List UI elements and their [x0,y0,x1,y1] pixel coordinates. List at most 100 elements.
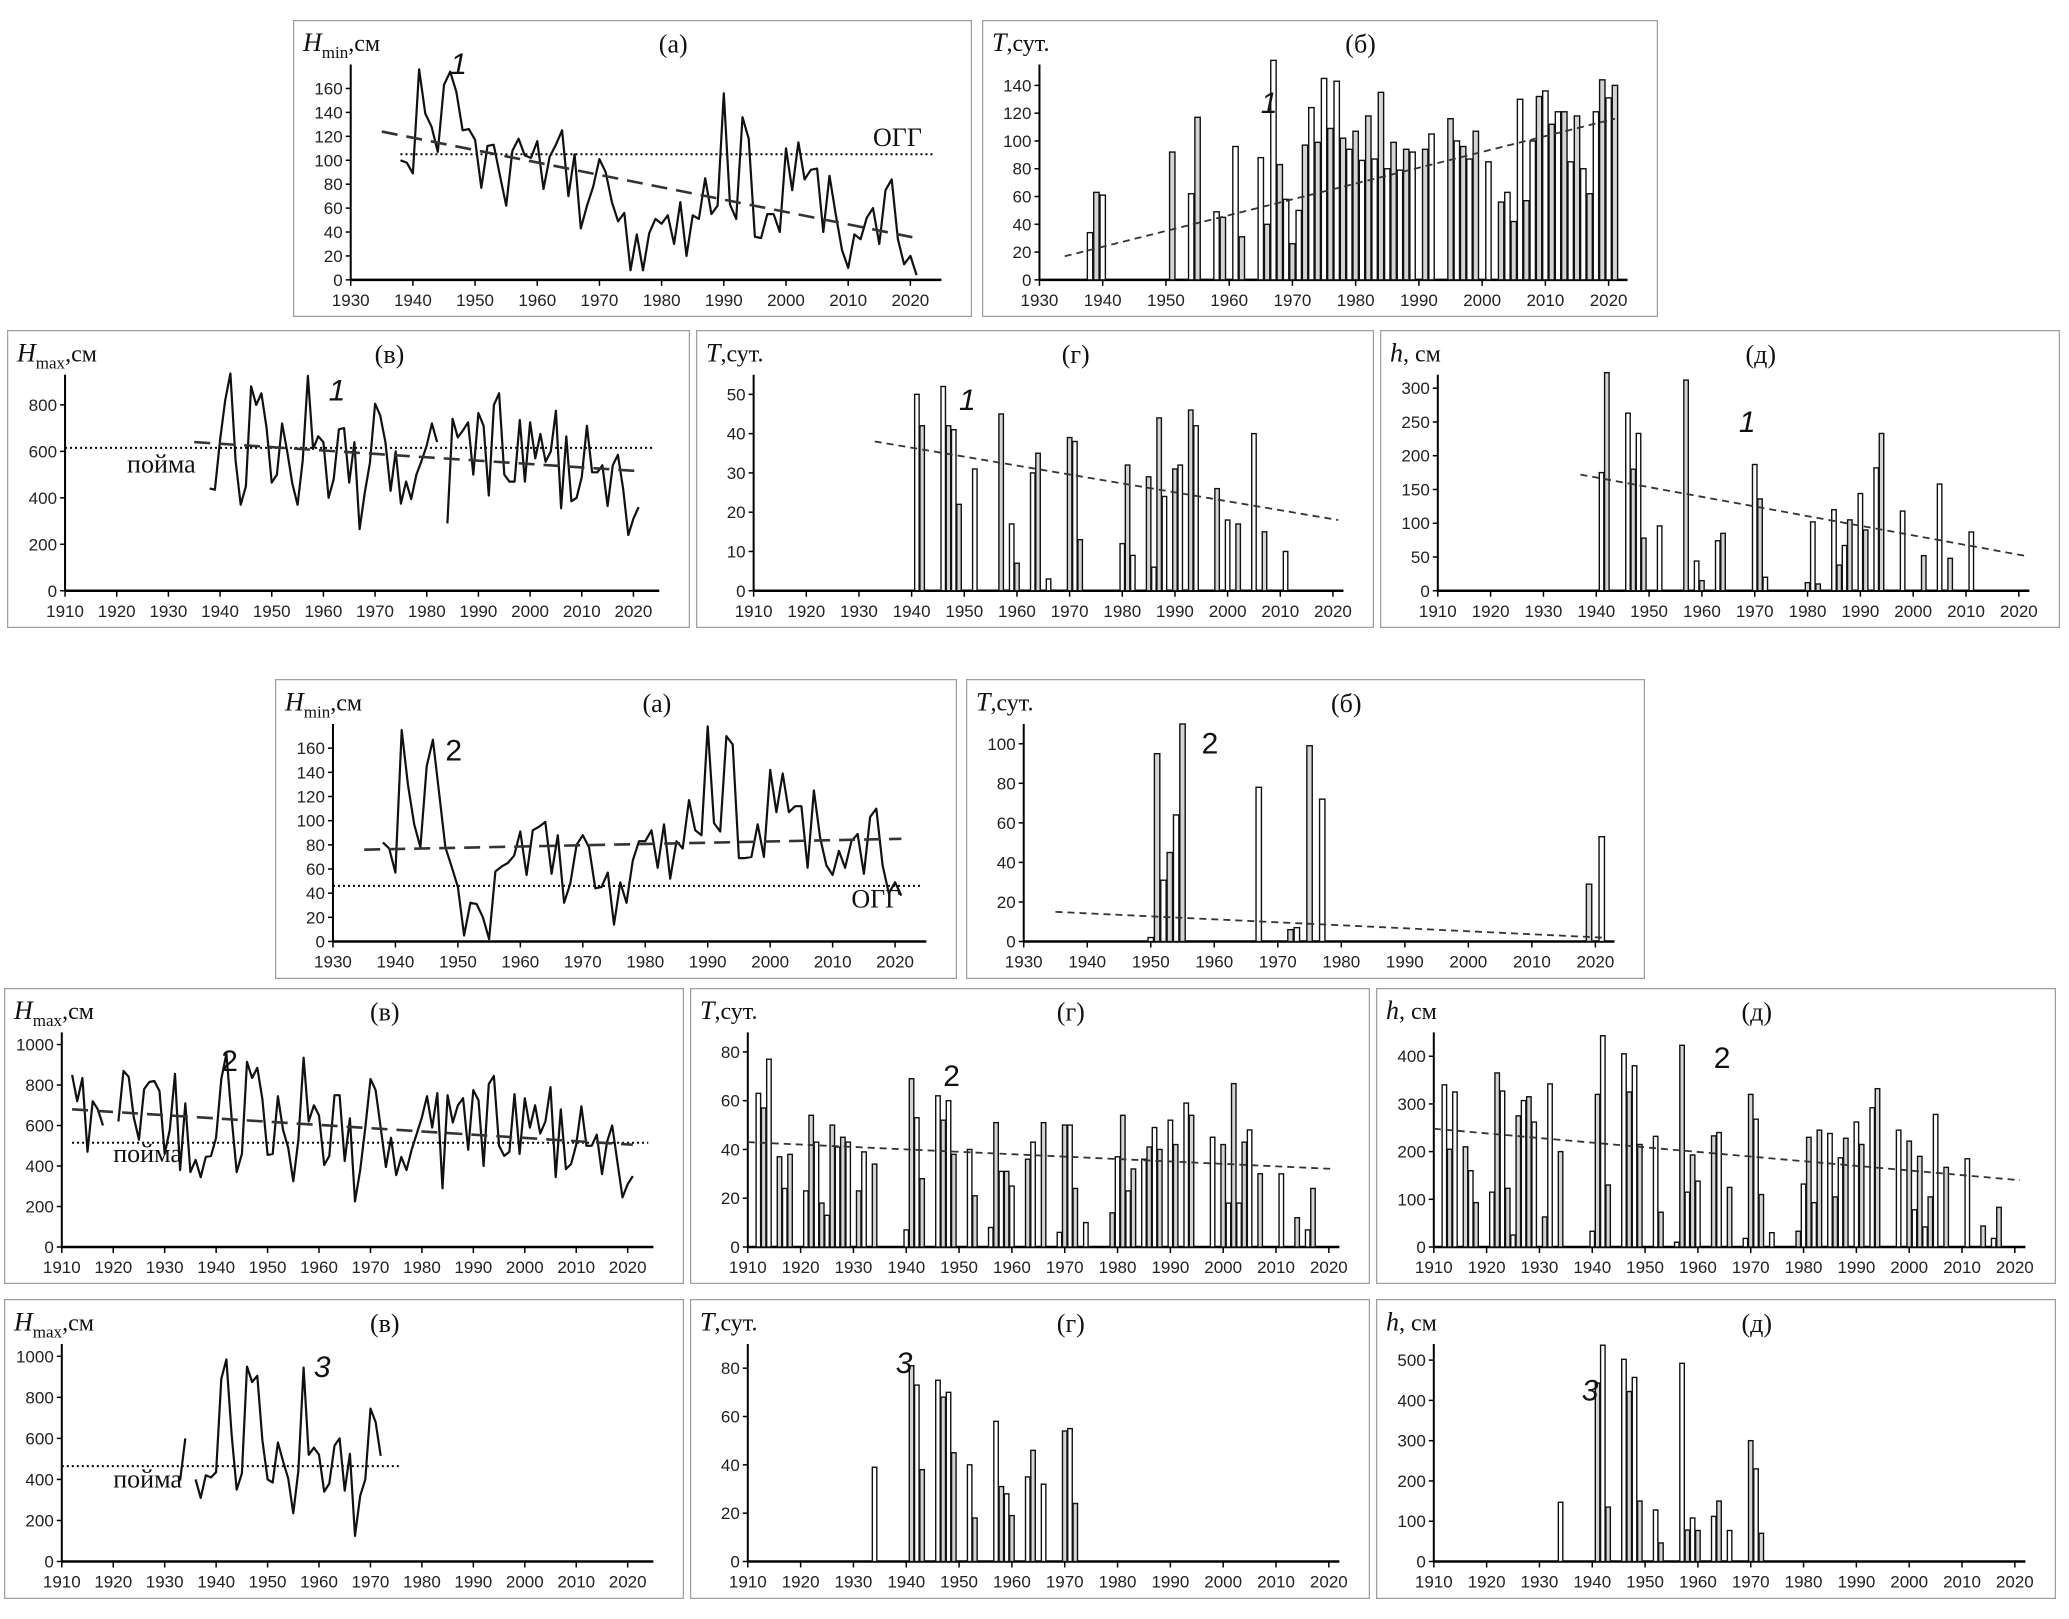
x-tick-label: 2010 [814,953,852,972]
bar [1710,1515,1717,1563]
bar [1282,550,1289,592]
bar [1124,464,1131,592]
x-tick-label: 1940 [197,1258,235,1277]
x-tick-label: 1980 [1785,1258,1823,1277]
x-tick-label: 1950 [439,953,477,972]
y-axis-label: Hmin,см [284,688,362,722]
bar [1061,1430,1068,1563]
y-tick-label: 40 [997,853,1016,872]
bar [1453,140,1461,281]
y-tick-label: 80 [721,1043,740,1062]
bar [1125,1190,1132,1248]
y-tick-label: 80 [324,175,343,194]
bar [1626,1390,1633,1563]
y-tick-label: 80 [306,836,325,855]
x-tick-label: 2010 [557,1573,595,1592]
x-tick-label: 1950 [456,291,494,310]
bar [1092,191,1100,281]
bar [1603,371,1610,592]
bar [1402,148,1410,281]
y-tick-label: 600 [25,1117,53,1136]
x-tick-label: 2010 [1947,602,1985,621]
chart-panel-1a: 0 20 40 60 80 100 120 140 160 1930 1940 1950 1960 197… [293,20,972,317]
x-tick-label: 2010 [1526,291,1564,310]
bar [945,425,952,592]
panel-label: (в) [370,998,400,1027]
x-tick-label: 1990 [1837,1258,1875,1277]
y-tick-label: 800 [25,1388,53,1407]
panel-label: (б) [1331,689,1362,718]
bar [1869,1107,1876,1248]
reference-label: пойма [127,449,196,478]
bar [1168,151,1176,281]
x-tick-label: 1980 [403,1258,441,1277]
x-tick-label: 1970 [352,1258,390,1277]
y-tick-label: 20 [721,1189,740,1208]
bar [781,1187,788,1248]
bar [1209,1136,1216,1248]
bar [1837,1157,1844,1248]
bar [1099,194,1107,281]
reference-label: ОГГ [873,123,922,152]
bar [1326,127,1334,281]
y-tick-label: 120 [297,788,325,807]
x-tick-label: 1990 [1841,602,1879,621]
bar [1282,198,1290,281]
y-tick-label: 60 [324,199,343,218]
bar [1862,529,1869,592]
bar [1295,209,1303,281]
bar [1626,1091,1633,1248]
x-tick-label: 1910 [729,1258,767,1277]
x-tick-label: 1980 [1099,1258,1137,1277]
bar [1241,1141,1248,1248]
x-tick-label: 2000 [511,602,549,621]
x-tick-label: 1960 [1679,1258,1717,1277]
y-axis-label: Hmin,см [302,28,380,62]
bar [1815,583,1822,592]
bar [919,1468,926,1563]
series-label: 2 [943,1060,960,1093]
bar [1179,723,1186,943]
bar [1510,220,1518,281]
bar [1523,199,1530,281]
bar [1631,1376,1638,1563]
bar [1270,59,1277,281]
panel-label: (а) [659,30,688,59]
bar [1878,432,1885,592]
bar [1441,1084,1448,1248]
bar [1652,1509,1659,1563]
bar [998,1170,1005,1248]
bar [1858,1143,1865,1248]
bar [1339,137,1347,281]
bar [1625,412,1631,592]
x-tick-label: 2000 [1890,1573,1928,1592]
x-tick-label: 1910 [1415,1258,1453,1277]
bar [1964,1158,1971,1248]
x-tick-label: 1980 [626,953,664,972]
y-tick-label: 1000 [16,1347,54,1366]
bar [1177,464,1184,592]
y-tick-label: 20 [306,908,325,927]
bar [1652,1135,1659,1248]
series-label: 3 [314,1351,331,1384]
bar [845,1141,852,1248]
y-axis-label: T,сут. [992,28,1050,57]
bar [1146,1146,1153,1248]
bar [1541,1216,1548,1248]
bar [1811,1201,1818,1248]
bar [1529,140,1537,281]
y-tick-label: 0 [730,1553,739,1572]
y-tick-label: 140 [297,763,325,782]
bar [1238,236,1246,281]
bar [1061,1124,1068,1248]
series-label: 3 [896,1347,913,1380]
y-tick-label: 40 [721,1456,740,1475]
chart-panel-3v: 0 200 400 600 800 1000 1910 1920 1930 1940 1950 196… [4,1299,684,1599]
bar [1747,1439,1754,1563]
y-axis-label: h, см [1390,338,1441,367]
bar [1548,123,1556,281]
x-tick-label: 1940 [887,1573,925,1592]
y-tick-label: 150 [1401,480,1429,499]
bar [1720,532,1726,592]
bar [998,413,1005,592]
